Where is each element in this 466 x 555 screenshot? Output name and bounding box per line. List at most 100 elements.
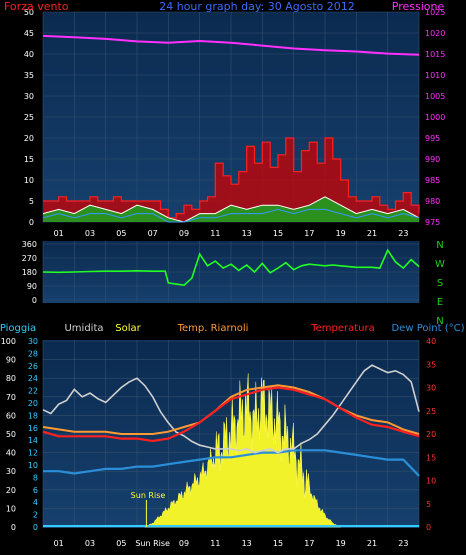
wind-axis-label: Forza vento bbox=[4, 0, 69, 13]
pressure-tick-label: 1020 bbox=[425, 29, 445, 38]
temperature-legend: Pioggia Umidita Solar Temp. Riarnoli Tempera… bbox=[0, 323, 465, 334]
legend-label: Temp. Riarnoli bbox=[177, 323, 249, 334]
humidity-tick-label: 20 bbox=[6, 486, 16, 495]
temperature-tick-label: 30 bbox=[426, 384, 436, 393]
wind-gust-line bbox=[43, 137, 420, 219]
humidity-axis-ticks: 0 10 20 30 40 50 60 70 80 90 100 bbox=[1, 337, 16, 532]
temperature-axis-ticks: 0 5 10 15 20 25 30 35 40 bbox=[426, 337, 436, 532]
pressure-axis-label: Pressione bbox=[392, 0, 445, 13]
hour-tick-label: 01 bbox=[54, 229, 64, 238]
hour-tick-label: 15 bbox=[273, 539, 283, 548]
hour-tick-label: Sun Rise bbox=[135, 539, 170, 548]
direction-tick-label: 90 bbox=[27, 282, 37, 291]
hour-tick-label: 09 bbox=[179, 229, 189, 238]
hour-tick-label: 01 bbox=[54, 539, 64, 548]
wind-tick-label: 50 bbox=[24, 8, 34, 17]
legend-label: Umidita bbox=[64, 323, 103, 334]
wind-average-line bbox=[42, 196, 420, 223]
legend-label: Dew Point (°C) bbox=[391, 323, 464, 334]
hour-tick-label: 19 bbox=[336, 539, 346, 548]
wind-tick-label: 0 bbox=[29, 218, 34, 227]
humidity-tick-label: 40 bbox=[6, 449, 16, 458]
hour-tick-label: 17 bbox=[304, 539, 314, 548]
hour-tick-label: 03 bbox=[85, 229, 95, 238]
dew-point-line bbox=[43, 449, 420, 477]
rain-tick-label: 30 bbox=[28, 337, 38, 346]
rain-tick-label: 26 bbox=[28, 362, 38, 371]
humidity-tick-label: 10 bbox=[6, 504, 16, 513]
pressure-tick-label: 990 bbox=[425, 155, 440, 164]
wind-pressure-x-axis-ticks: 01 03 05 07 09 11 13 15 17 19 21 23 bbox=[54, 229, 409, 238]
rain-tick-label: 2 bbox=[33, 511, 38, 520]
wind-tick-label: 20 bbox=[24, 134, 34, 143]
wind-tick-label: 40 bbox=[24, 50, 34, 59]
wind-average-area bbox=[43, 196, 419, 222]
rain-tick-label: 28 bbox=[28, 349, 38, 358]
direction-tick-label: 0 bbox=[32, 296, 37, 305]
wind-tick-label: 15 bbox=[24, 155, 34, 164]
temperature-series: Sun Rise bbox=[42, 364, 420, 528]
wind-tick-label: 35 bbox=[24, 71, 34, 80]
pressure-tick-label: 1000 bbox=[425, 113, 445, 122]
rain-tick-label: 6 bbox=[33, 486, 38, 495]
rain-tick-label: 12 bbox=[28, 449, 38, 458]
hour-tick-label: 05 bbox=[116, 539, 126, 548]
rain-tick-label: 24 bbox=[28, 374, 38, 383]
wind-direction-line bbox=[42, 248, 420, 287]
humidity-tick-label: 50 bbox=[6, 430, 16, 439]
wind-tick-label: 25 bbox=[24, 113, 34, 122]
humidity-tick-label: 100 bbox=[1, 337, 16, 346]
legend-label: Solar bbox=[115, 323, 141, 334]
humidity-tick-label: 90 bbox=[6, 356, 16, 365]
rain-tick-label: 8 bbox=[33, 473, 38, 482]
pressure-tick-label: 1010 bbox=[425, 71, 445, 80]
hour-tick-label: 15 bbox=[273, 229, 283, 238]
rain-tick-label: 16 bbox=[28, 424, 38, 433]
rain-tick-label: 22 bbox=[28, 387, 38, 396]
wind-tick-label: 45 bbox=[24, 29, 34, 38]
legend-label: Pioggia bbox=[0, 323, 36, 334]
compass-label: E bbox=[437, 297, 443, 308]
temperature-tick-label: 40 bbox=[426, 337, 436, 346]
compass-label: N bbox=[436, 316, 443, 327]
compass-label: N bbox=[436, 240, 443, 251]
wind-tick-label: 5 bbox=[29, 197, 34, 206]
hour-tick-label: 13 bbox=[242, 229, 252, 238]
direction-tick-label: 180 bbox=[22, 268, 37, 277]
chart-title: 24 hour graph day: 30 Agosto 2012 bbox=[159, 0, 355, 13]
temperature-tick-label: 5 bbox=[426, 500, 431, 509]
pressure-tick-label: 1025 bbox=[425, 8, 445, 17]
humidity-tick-label: 30 bbox=[6, 467, 16, 476]
rain-tick-label: 4 bbox=[33, 498, 38, 507]
hour-tick-label: 23 bbox=[398, 229, 408, 238]
rain-tick-label: 20 bbox=[28, 399, 38, 408]
direction-tick-label: 270 bbox=[22, 254, 37, 263]
hour-tick-label: 07 bbox=[148, 229, 158, 238]
pressure-line bbox=[42, 34, 420, 56]
sun-rise-annotation: Sun Rise bbox=[131, 491, 166, 500]
pressure-tick-label: 1015 bbox=[425, 50, 445, 59]
pressure-axis-ticks: 975 980 985 990 995 1000 1005 1010 1015 1020 1025 bbox=[425, 8, 445, 227]
wind-direction-series bbox=[42, 248, 420, 287]
hour-tick-label: 11 bbox=[210, 539, 220, 548]
rain-tick-label: 18 bbox=[28, 411, 38, 420]
hour-tick-label: 13 bbox=[242, 539, 252, 548]
temperature-x-axis-ticks: 01 03 05 Sun Rise 09 11 13 15 17 19 21 23 bbox=[54, 539, 409, 548]
rain-tick-label: 10 bbox=[28, 461, 38, 470]
pressure-tick-label: 1005 bbox=[425, 92, 445, 101]
temperature-tick-label: 15 bbox=[426, 453, 436, 462]
temperature-tick-label: 25 bbox=[426, 407, 436, 416]
pressure-tick-label: 975 bbox=[425, 218, 440, 227]
hour-tick-label: 05 bbox=[116, 229, 126, 238]
temperature-tick-label: 0 bbox=[426, 523, 431, 532]
compass-label: S bbox=[437, 278, 443, 289]
rain-tick-label: 14 bbox=[28, 436, 38, 445]
humidity-tick-label: 80 bbox=[6, 374, 16, 383]
pressure-tick-label: 980 bbox=[425, 197, 440, 206]
direction-tick-label: 360 bbox=[22, 240, 37, 249]
wind-mean-line bbox=[42, 208, 420, 223]
